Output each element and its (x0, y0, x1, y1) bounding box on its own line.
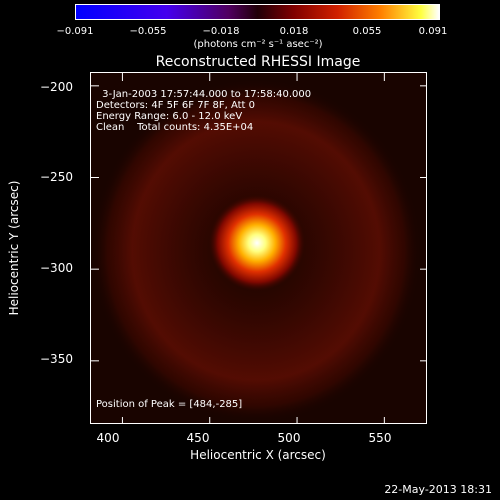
y-tick-label: −250 (40, 170, 73, 184)
y-tick-label: −350 (40, 352, 73, 366)
info-line: Clean Total counts: 4.35E+04 (96, 122, 254, 133)
colorbar-tick: 0.091 (418, 26, 448, 37)
info-line: Energy Range: 6.0 - 12.0 keV (96, 111, 243, 122)
heatmap-image (91, 73, 426, 423)
chart-title: Reconstructed RHESSI Image (155, 54, 361, 70)
colorbar-tick: 0.055 (352, 26, 382, 37)
y-tick-label: −300 (40, 261, 73, 275)
x-tick-label: 550 (368, 431, 392, 445)
info-line: Detectors: 4F 5F 6F 7F 8F, Att 0 (96, 100, 256, 111)
timestamp-footer: 22-May-2013 18:31 (384, 483, 492, 496)
colorbar (75, 4, 440, 20)
peak-position-label: Position of Peak = [484,-285] (96, 399, 243, 410)
y-tick-label: −200 (40, 80, 73, 94)
colorbar-tick: −0.055 (129, 26, 167, 37)
info-line: 3-Jan-2003 17:57:44.000 to 17:58:40.000 (99, 89, 312, 100)
plot-area: 3-Jan-2003 17:57:44.000 to 17:58:40.000 … (90, 72, 427, 424)
x-tick-label: 400 (96, 431, 120, 445)
colorbar-tick: −0.091 (56, 26, 94, 37)
colorbar-tick: 0.018 (279, 26, 309, 37)
x-axis-label: Heliocentric X (arcsec) (190, 448, 326, 462)
x-tick-label: 450 (186, 431, 210, 445)
x-tick-label: 500 (277, 431, 301, 445)
y-axis-label: Heliocentric Y (arcsec) (7, 180, 21, 316)
colorbar-tick: −0.018 (202, 26, 240, 37)
colorbar-unit: (photons cm⁻² s⁻¹ asec⁻²) (193, 39, 323, 50)
